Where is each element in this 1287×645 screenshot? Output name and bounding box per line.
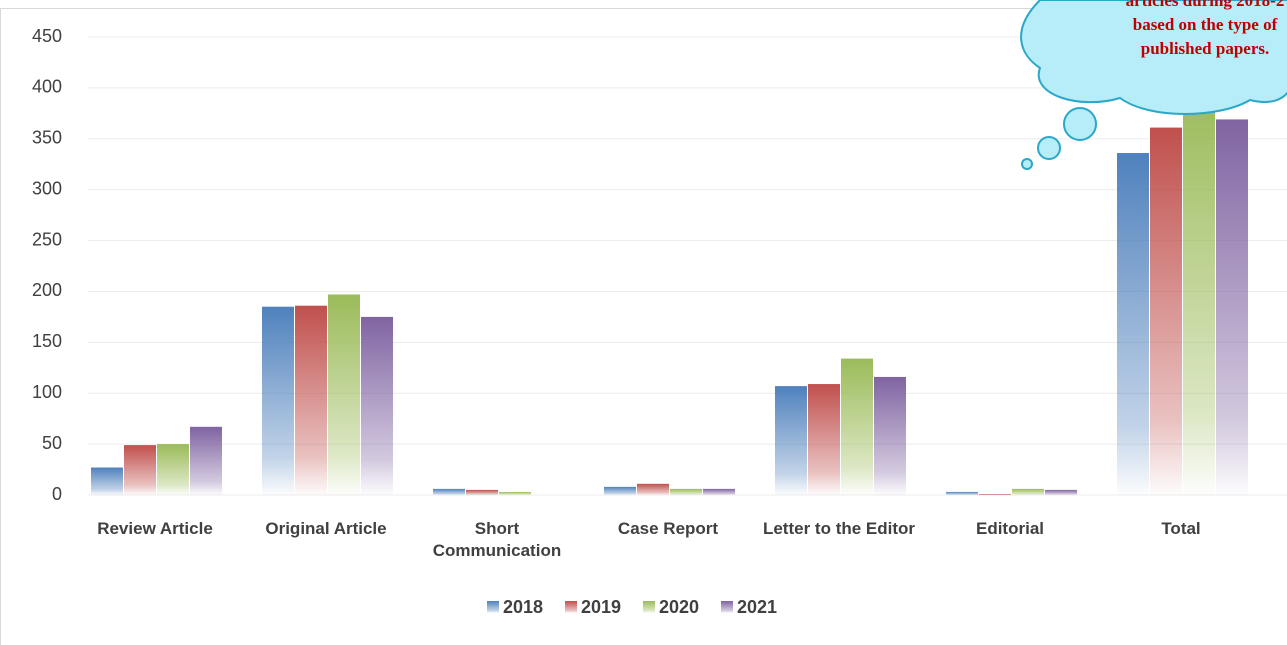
bar: [262, 306, 294, 495]
bar: [841, 358, 873, 495]
bar: [1012, 488, 1044, 495]
bar: [703, 488, 735, 495]
legend-swatch: [643, 601, 655, 613]
bar: [499, 491, 531, 495]
bar: [328, 294, 360, 495]
bar: [361, 316, 393, 495]
bar: [433, 488, 465, 495]
y-tick-label: 300: [32, 178, 62, 198]
y-tick-label: 100: [32, 382, 62, 402]
y-tick-label: 150: [32, 331, 62, 351]
bar: [466, 489, 498, 495]
legend-swatch: [721, 601, 733, 613]
legend-label: 2019: [581, 597, 621, 617]
bar: [1045, 489, 1077, 495]
x-tick-label: Letter to the Editor: [762, 519, 916, 538]
bar: [1117, 153, 1149, 495]
y-tick-label: 200: [32, 280, 62, 300]
x-tick-label: Short Communication: [432, 519, 562, 560]
callout-text: published papers.: [1141, 39, 1270, 58]
callout-text: articles during 2018-2: [1126, 0, 1285, 10]
chart-border: [0, 8, 1287, 645]
x-tick-label: Review Article: [97, 519, 213, 538]
bar: [670, 488, 702, 495]
callout-bubble: [1037, 136, 1061, 160]
y-tick-label: 50: [42, 433, 62, 453]
y-tick-label: 0: [52, 484, 62, 504]
x-tick-label: Total: [1161, 519, 1201, 538]
legend-swatch: [565, 601, 577, 613]
legend-label: 2018: [503, 597, 543, 617]
y-tick-label: 400: [32, 77, 62, 97]
callout-cloud: [1020, 0, 1287, 115]
bar: [604, 486, 636, 495]
legend-swatch: [487, 601, 499, 613]
bar: [775, 386, 807, 495]
bar: [1183, 91, 1215, 496]
bar: [1150, 127, 1182, 496]
bar: [979, 493, 1011, 495]
x-tick-label: Editorial: [975, 519, 1044, 538]
bar: [637, 483, 669, 495]
bar: [157, 444, 189, 495]
legend-label: 2020: [659, 597, 699, 617]
callout-text: based on the type of: [1133, 15, 1278, 34]
bar: [190, 426, 222, 495]
y-tick-label: 450: [32, 26, 62, 46]
callout-bubble: [1063, 107, 1097, 141]
bar: [946, 491, 978, 495]
bar: [295, 305, 327, 495]
bar: [808, 384, 840, 495]
bar: [1216, 119, 1248, 495]
x-tick-label: Original Article: [265, 519, 387, 538]
callout-bubble: [1021, 158, 1033, 170]
x-tick-label: Case Report: [617, 519, 719, 538]
callout: articles during 2018-2 based on the type …: [1020, 0, 1287, 170]
bar: [91, 467, 123, 495]
y-tick-label: 350: [32, 128, 62, 148]
bar: [874, 376, 906, 495]
legend-label: 2021: [737, 597, 777, 617]
bar: [124, 445, 156, 495]
y-tick-label: 250: [32, 229, 62, 249]
